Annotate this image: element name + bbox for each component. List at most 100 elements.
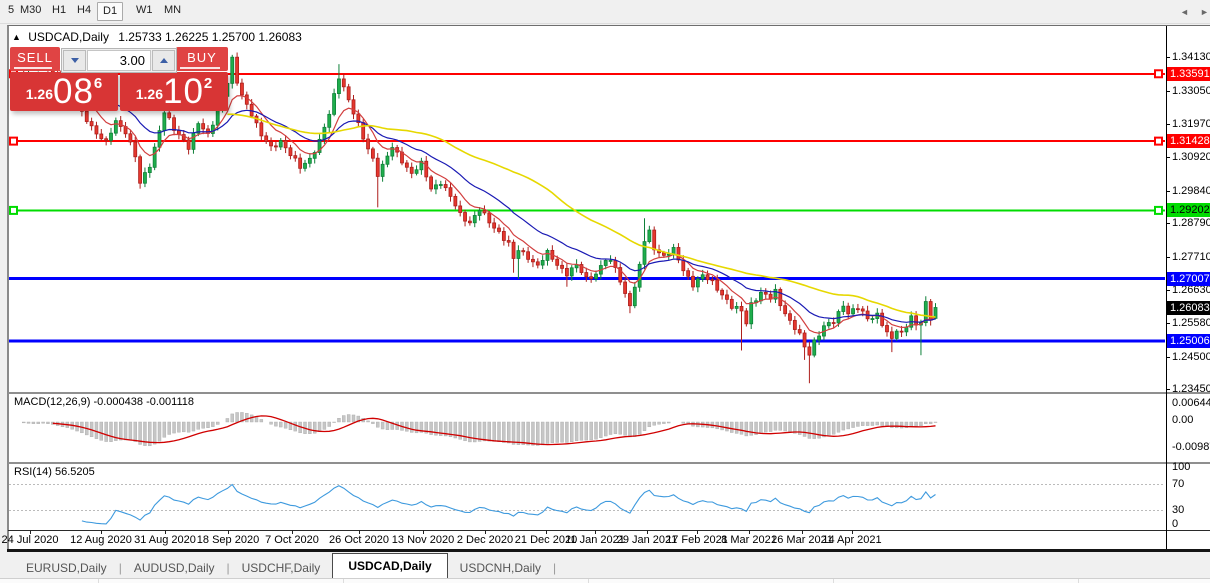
rsi-indicator-label: RSI(14) 56.5205 (14, 466, 95, 478)
macd-axis-tick: 0.006444 (1172, 397, 1210, 409)
tab-usdcad-daily[interactable]: USDCAD,Daily (332, 553, 448, 578)
volume-increase-button[interactable] (152, 50, 175, 71)
sell-underline (14, 67, 52, 69)
rsi-axis-tick: 0 (1172, 518, 1179, 530)
one-click-collapse-icon[interactable]: ▲ (12, 32, 21, 42)
tab-separator: | (553, 561, 557, 575)
time-axis-tick-mark (228, 530, 229, 534)
pane-separator-rsi[interactable] (8, 462, 1210, 464)
tab-eurusd-daily[interactable]: EURUSD,Daily (26, 561, 107, 575)
date-axis-label: 21 Dec 2020 (514, 534, 578, 546)
price-axis-tick: 1.33050 (1172, 84, 1210, 97)
timeframe-button-d1[interactable]: D1 (97, 2, 124, 21)
time-axis-tick-mark (595, 530, 596, 534)
chart-window-bottom-border (7, 549, 1210, 552)
time-axis-tick-mark (852, 530, 853, 534)
buy-button[interactable]: BUY (176, 47, 228, 71)
sell-price-tile[interactable]: 1.26086 (10, 72, 118, 111)
macd-layer (22, 412, 938, 447)
time-axis-tick-mark (101, 530, 102, 534)
chart-title: ▲ USDCAD,Daily 1.25733 1.26225 1.25700 1… (12, 30, 302, 44)
price-level-badge[interactable]: 1.33591 (1167, 66, 1210, 81)
chart-symbol-label: USDCAD,Daily (28, 30, 109, 44)
time-axis-line (8, 530, 1210, 531)
chart-ohlc-values: 1.25733 1.26225 1.25700 1.26083 (118, 30, 302, 44)
current-price-badge: 1.26083 (1167, 300, 1210, 315)
time-axis-tick-mark (165, 530, 166, 534)
rsi-axis-tick: 30 (1172, 504, 1185, 516)
tab-audusd-daily[interactable]: AUDUSD,Daily (133, 561, 215, 575)
time-axis-tick-mark (647, 530, 648, 534)
tab-usdchf-daily[interactable]: USDCHF,Daily (241, 561, 321, 575)
rsi-axis-tick: 70 (1172, 478, 1185, 490)
price-axis-tick: 1.29840 (1172, 184, 1210, 197)
timeframe-button-h1[interactable]: H1 (52, 4, 67, 16)
volume-decrease-button[interactable] (63, 50, 86, 71)
chart-tab-bar: EURUSD,Daily | AUDUSD,Daily | USDCHF,Daily US… (0, 552, 1210, 578)
tab-scroll-right-icon[interactable]: ► (1200, 7, 1209, 17)
date-axis-label: 12 Aug 2020 (70, 534, 132, 546)
price-level-badge[interactable]: 1.27007 (1167, 271, 1210, 286)
price-axis-tick: 1.26630 (1172, 284, 1210, 297)
price-axis-tick-mark (1166, 256, 1170, 258)
time-axis-tick-mark (30, 530, 31, 534)
timeframe-button-m30[interactable]: M30 (20, 4, 42, 16)
macd-axis-tick: 0.00 (1172, 414, 1194, 426)
date-axis-label: 26 Mar 2021 (771, 534, 833, 546)
price-axis-tick-mark (1166, 156, 1170, 158)
horizontal-level-lines (9, 69, 1165, 343)
price-level-badge[interactable]: 1.31428 (1167, 134, 1210, 149)
date-axis-label: 18 Sep 2020 (196, 534, 260, 546)
chevron-down-icon (70, 58, 79, 63)
price-axis-tick: 1.23450 (1172, 383, 1210, 396)
strip-separator (1078, 579, 1079, 583)
timeframe-toolbar: 5 M30 H1 H4 D1 W1 MN (0, 0, 1210, 24)
sell-button[interactable]: SELL (10, 47, 60, 71)
price-level-badge[interactable]: 1.25006 (1167, 334, 1210, 349)
date-axis-label: 7 Oct 2020 (265, 534, 319, 546)
macd-indicator-label: MACD(12,26,9) -0.000438 -0.001118 (14, 396, 194, 408)
price-axis-tick-mark (1166, 389, 1170, 391)
timeframe-button-w1[interactable]: W1 (136, 4, 153, 16)
price-axis-tick-mark (1166, 290, 1170, 292)
date-axis-label: 17 Feb 2021 (666, 534, 728, 546)
price-axis-tick: 1.30920 (1172, 150, 1210, 163)
rsi-layer (9, 483, 1165, 525)
buy-underline (180, 67, 220, 69)
price-axis-tick: 1.25580 (1172, 317, 1210, 330)
tab-scroll-left-icon[interactable]: ◄ (1180, 7, 1189, 17)
time-axis-tick-mark (359, 530, 360, 534)
timeframe-button-mn[interactable]: MN (164, 4, 182, 16)
price-axis-tick-mark (1166, 57, 1170, 58)
rsi-axis-tick: 100 (1172, 461, 1191, 473)
price-axis-tick-mark (1166, 190, 1170, 192)
time-axis-tick-mark (546, 530, 547, 534)
pane-separator-macd[interactable] (8, 392, 1210, 394)
price-axis-tick-mark (1166, 124, 1170, 126)
price-axis-tick-mark (1166, 90, 1170, 92)
buy-price-tile[interactable]: 1.26102 (120, 72, 228, 111)
volume-input[interactable]: 3.00 (87, 50, 151, 71)
tab-separator: | (118, 561, 122, 575)
strip-separator (833, 579, 834, 583)
price-axis-tick-mark (1166, 323, 1170, 325)
tab-usdcnh-daily[interactable]: USDCNH,Daily (459, 561, 542, 575)
timeframe-button-5[interactable]: 5 (8, 4, 15, 16)
date-axis-label: 8 Mar 2021 (721, 534, 777, 546)
timeframe-button-h4[interactable]: H4 (77, 4, 92, 16)
time-axis-tick-mark (292, 530, 293, 534)
date-axis-label: 29 Jan 2021 (616, 534, 678, 546)
date-axis-label: 13 Nov 2020 (391, 534, 455, 546)
time-axis-tick-mark (485, 530, 486, 534)
time-axis-tick-mark (697, 530, 698, 534)
price-axis-tick: 1.31970 (1172, 118, 1210, 131)
date-axis-label: 31 Aug 2020 (134, 534, 196, 546)
macd-axis-tick: -0.009871 (1172, 441, 1210, 453)
price-axis-line (1166, 26, 1167, 549)
strip-separator (343, 579, 344, 583)
price-axis-tick: 1.27710 (1172, 250, 1210, 263)
price-level-badge[interactable]: 1.29202 (1167, 203, 1210, 218)
volume-spinner: 3.00 (61, 48, 177, 73)
